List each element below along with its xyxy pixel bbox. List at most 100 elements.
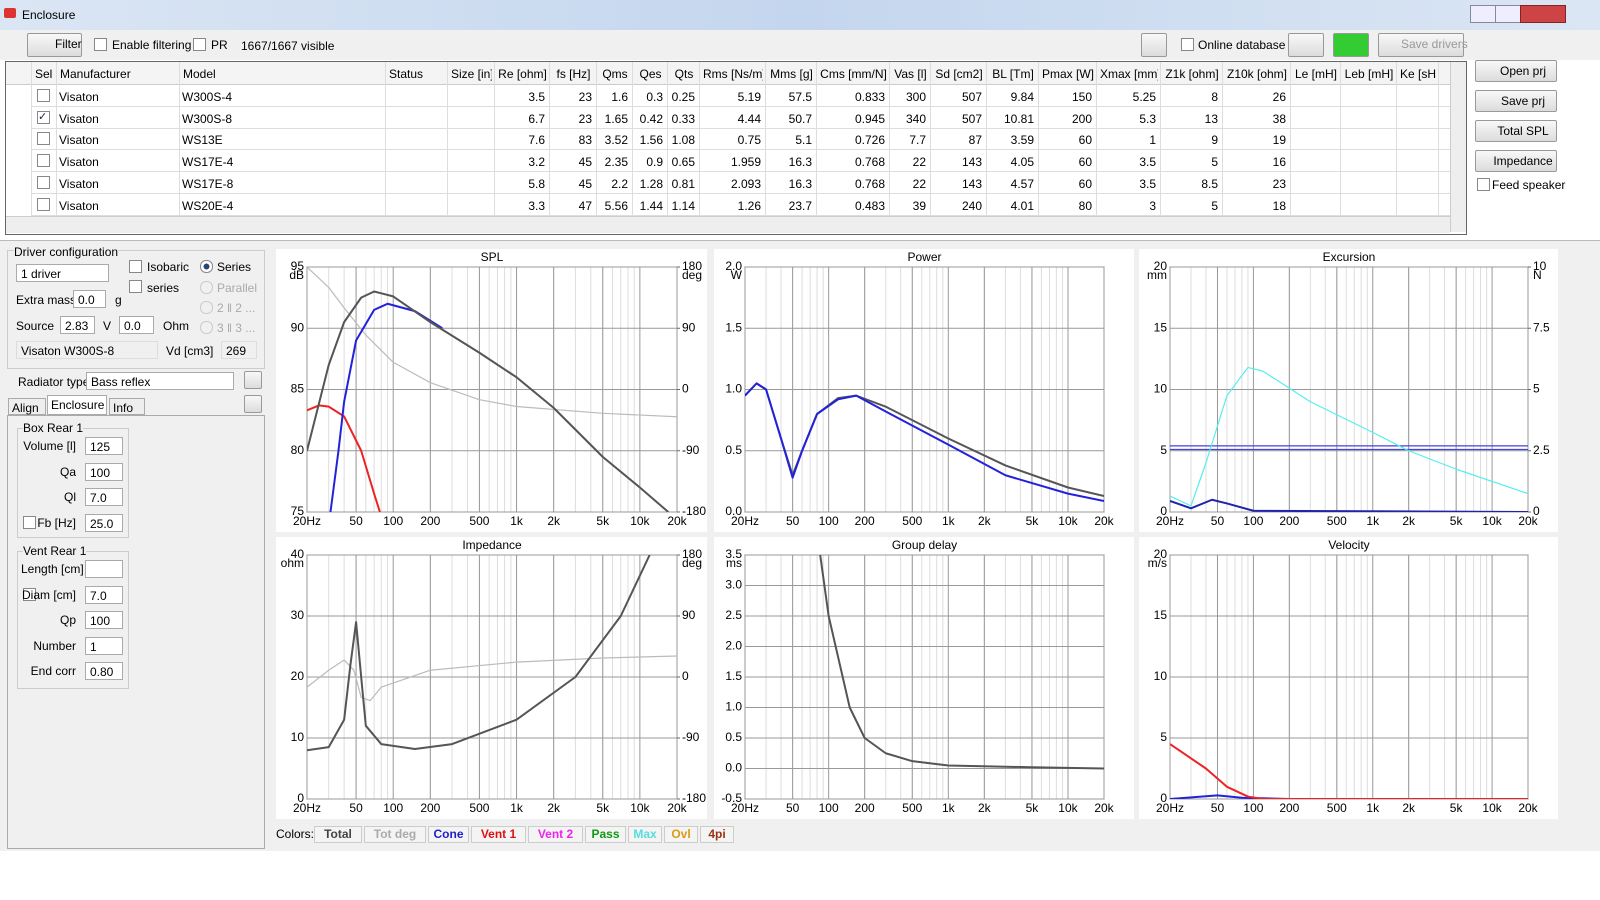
color-button[interactable]: Cone — [428, 826, 469, 843]
filter-button[interactable]: Filter — [27, 33, 82, 57]
column-header: Z10k [ohm] — [1226, 67, 1288, 81]
row-checkbox[interactable] — [37, 175, 50, 189]
label: Radiator type — [18, 375, 90, 389]
cell: 26 — [1272, 90, 1286, 104]
field[interactable]: 100 — [85, 462, 123, 481]
label: Feed speaker — [1492, 178, 1566, 192]
field[interactable]: 7.0 — [85, 488, 123, 506]
x-tick-label: 50 — [786, 514, 800, 528]
label: Number — [33, 638, 76, 653]
cell: 47 — [578, 198, 592, 213]
field[interactable]: 0.0 — [119, 316, 154, 334]
cell: 5 — [1211, 198, 1218, 213]
row-checkbox[interactable]: ✓ — [37, 110, 50, 124]
cell: 45 — [578, 155, 592, 170]
checkbox[interactable] — [129, 260, 142, 273]
checkbox[interactable] — [1477, 178, 1490, 191]
color-button[interactable]: Max — [628, 826, 662, 843]
color-button[interactable]: 4pi — [700, 826, 734, 843]
search-button[interactable] — [1141, 33, 1167, 57]
close[interactable] — [1520, 5, 1566, 23]
field[interactable]: 125 — [85, 437, 123, 455]
y-tick-label: 30 — [291, 608, 305, 622]
button[interactable] — [244, 395, 262, 413]
color-button[interactable]: Tot deg — [364, 826, 426, 843]
cell: 507 — [961, 90, 982, 104]
table-row[interactable] — [31, 85, 1451, 107]
cell: 83 — [578, 133, 592, 148]
side-button[interactable]: Open prj — [1475, 60, 1557, 82]
y-tick-label: 0 — [1160, 504, 1167, 518]
radio[interactable] — [200, 281, 213, 294]
column-header: Le [mH] — [1294, 67, 1337, 81]
row-checkbox[interactable] — [37, 197, 50, 211]
column-header: Size [in] — [451, 67, 492, 81]
field[interactable]: 269 — [221, 341, 257, 359]
tab[interactable]: Info — [109, 398, 145, 415]
row-checkbox[interactable] — [37, 154, 50, 168]
column-divider — [179, 62, 180, 217]
dropdown[interactable]: Bass reflex — [86, 372, 234, 390]
save-drivers-button[interactable]: Save drivers — [1378, 33, 1468, 57]
checkbox[interactable] — [23, 515, 36, 529]
y-tick-label: 10 — [291, 730, 305, 744]
tab-page[interactable] — [7, 415, 265, 849]
table-row[interactable] — [31, 194, 1451, 216]
field[interactable]: 0.0 — [73, 290, 106, 308]
y-tick-label: 2.0 — [725, 639, 742, 653]
edit-button[interactable] — [1288, 33, 1324, 57]
radio[interactable] — [200, 301, 213, 314]
table-row[interactable] — [31, 150, 1451, 173]
table-header[interactable] — [6, 62, 1466, 85]
side-button[interactable]: Impedance — [1475, 150, 1557, 172]
x-tick-label: 1k — [510, 801, 524, 815]
dropdown[interactable]: 1 driver — [16, 264, 109, 282]
side-button[interactable]: Total SPL — [1475, 120, 1557, 142]
checkbox[interactable] — [129, 280, 142, 293]
cell: 1.44 — [639, 198, 663, 213]
checkbox[interactable] — [94, 38, 107, 51]
tab[interactable]: Enclosure — [47, 395, 107, 415]
tab[interactable]: Align — [8, 398, 46, 415]
cell: 4.57 — [1010, 176, 1034, 191]
field[interactable]: 1 — [85, 636, 123, 655]
color-button[interactable]: Pass — [585, 826, 626, 843]
checkbox[interactable] — [23, 587, 36, 601]
field[interactable]: 0.80 — [85, 662, 123, 680]
side-panel: Open prj Save prj Total SPL Impedance Feed s… — [1470, 60, 1600, 200]
row-checkbox[interactable] — [37, 89, 50, 102]
color-button[interactable]: Total — [314, 826, 362, 843]
field[interactable]: 2.83 — [60, 316, 95, 334]
label: Parallel — [217, 281, 258, 295]
radio[interactable] — [200, 321, 213, 334]
table-row[interactable] — [31, 172, 1451, 194]
field[interactable]: 7.0 — [85, 585, 123, 604]
table-row[interactable] — [31, 107, 1451, 129]
cell: 1.6 — [611, 90, 628, 104]
side-button[interactable]: Save prj — [1475, 90, 1557, 112]
cell: Visaton — [59, 198, 99, 213]
toolbar: Filter Enable filtering PR 1667/1667 vis… — [0, 30, 1600, 60]
field[interactable]: 100 — [85, 611, 123, 629]
color-button[interactable]: Ovl — [664, 826, 698, 843]
table-row[interactable] — [31, 128, 1451, 151]
cell: 1 — [1149, 133, 1156, 148]
add-button[interactable] — [1333, 33, 1369, 57]
cell: 18 — [1272, 198, 1286, 213]
x-tick-label: 100 — [819, 514, 839, 528]
x-tick-label: 50 — [1211, 801, 1225, 815]
x-tick-label: 100 — [383, 801, 403, 815]
field[interactable]: 25.0 — [85, 513, 123, 532]
checkbox[interactable] — [1181, 38, 1194, 51]
radio[interactable] — [200, 260, 213, 273]
label: 1667/1667 visible — [241, 39, 335, 53]
button[interactable] — [244, 371, 262, 389]
color-button[interactable]: Vent 1 — [471, 826, 526, 843]
label: Vd [cm3] — [166, 344, 214, 358]
x-tick-label: 500 — [1327, 801, 1347, 815]
row-checkbox[interactable] — [37, 132, 50, 146]
color-button[interactable]: Vent 2 — [528, 826, 583, 843]
field[interactable]: Visaton W300S-8 — [16, 341, 158, 359]
field[interactable]: 7.8 — [85, 560, 123, 578]
checkbox[interactable] — [193, 38, 206, 51]
